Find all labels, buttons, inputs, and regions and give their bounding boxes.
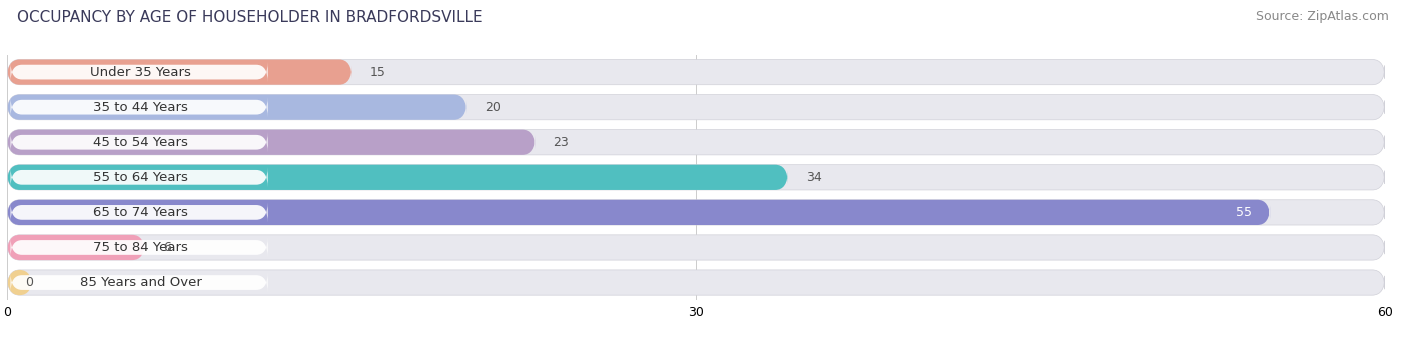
FancyBboxPatch shape — [7, 59, 1385, 85]
FancyBboxPatch shape — [7, 270, 1385, 295]
Text: 55 to 64 Years: 55 to 64 Years — [93, 171, 188, 184]
FancyBboxPatch shape — [7, 130, 1385, 155]
FancyBboxPatch shape — [7, 270, 32, 295]
Text: 45 to 54 Years: 45 to 54 Years — [93, 136, 188, 149]
Text: 0: 0 — [25, 276, 34, 289]
Text: 65 to 74 Years: 65 to 74 Years — [93, 206, 188, 219]
FancyBboxPatch shape — [7, 94, 467, 120]
FancyBboxPatch shape — [7, 200, 1270, 225]
Text: Source: ZipAtlas.com: Source: ZipAtlas.com — [1256, 10, 1389, 23]
FancyBboxPatch shape — [10, 237, 267, 258]
Text: OCCUPANCY BY AGE OF HOUSEHOLDER IN BRADFORDSVILLE: OCCUPANCY BY AGE OF HOUSEHOLDER IN BRADF… — [17, 10, 482, 25]
FancyBboxPatch shape — [7, 59, 351, 85]
FancyBboxPatch shape — [10, 62, 267, 82]
FancyBboxPatch shape — [7, 235, 1385, 260]
Text: 85 Years and Over: 85 Years and Over — [80, 276, 201, 289]
Text: 6: 6 — [163, 241, 172, 254]
Text: 75 to 84 Years: 75 to 84 Years — [93, 241, 188, 254]
FancyBboxPatch shape — [7, 94, 1385, 120]
FancyBboxPatch shape — [10, 132, 267, 152]
Text: 34: 34 — [806, 171, 823, 184]
Text: 55: 55 — [1236, 206, 1251, 219]
Text: 35 to 44 Years: 35 to 44 Years — [93, 101, 188, 114]
FancyBboxPatch shape — [7, 200, 1385, 225]
Text: 23: 23 — [554, 136, 569, 149]
FancyBboxPatch shape — [7, 165, 787, 190]
FancyBboxPatch shape — [10, 202, 267, 223]
FancyBboxPatch shape — [7, 165, 1385, 190]
FancyBboxPatch shape — [10, 97, 267, 117]
FancyBboxPatch shape — [10, 272, 267, 293]
Text: 20: 20 — [485, 101, 501, 114]
FancyBboxPatch shape — [10, 167, 267, 188]
FancyBboxPatch shape — [7, 130, 536, 155]
Text: 15: 15 — [370, 65, 385, 78]
Text: Under 35 Years: Under 35 Years — [90, 65, 191, 78]
FancyBboxPatch shape — [7, 235, 145, 260]
